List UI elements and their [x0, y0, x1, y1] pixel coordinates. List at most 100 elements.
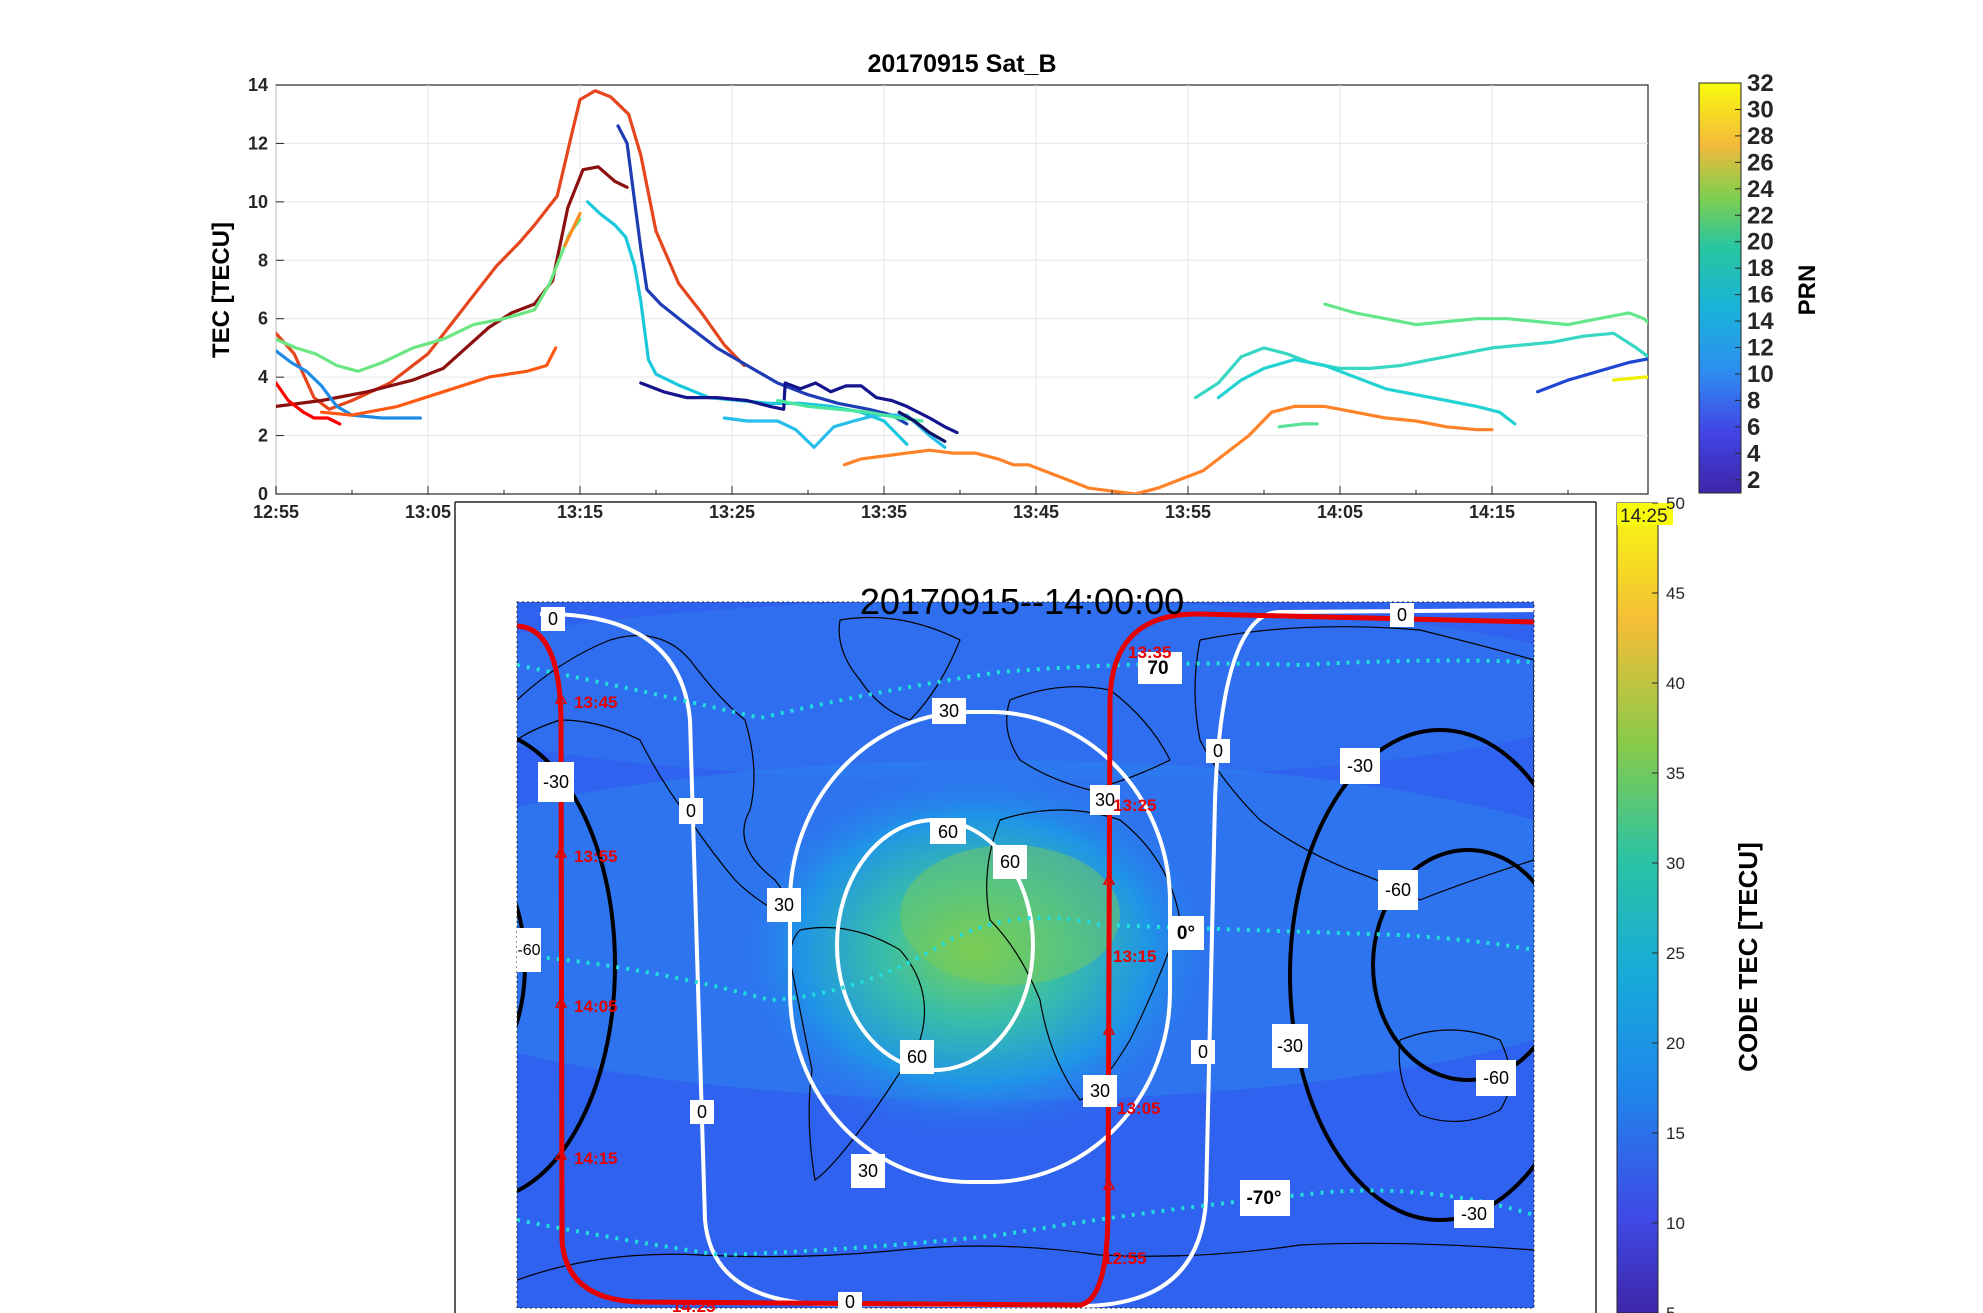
svg-text:30: 30: [1090, 1081, 1110, 1101]
x-tick-label: 13:45: [1013, 502, 1059, 522]
tec-colorbar: 14:25 5 10 15 20 25 30 35 40 45 50 CODE TEC [TECU…: [1616, 494, 1763, 1313]
tec-line-chart: 12:55 13:05 13:15 13:25 13:35 13:45 13:55 14:05…: [208, 50, 1649, 522]
x-tick-label: 14:05: [1317, 502, 1363, 522]
contour-label: 60: [930, 818, 966, 844]
coast-north-america: [517, 634, 796, 922]
y-tick-label: 8: [258, 250, 268, 270]
contour-label: -60: [517, 928, 541, 972]
svg-text:60: 60: [907, 1047, 927, 1067]
tec-map: [517, 602, 1534, 1308]
track-time-label: 13:55: [574, 847, 617, 866]
tec-tick-label: 20: [1666, 1034, 1685, 1053]
prn-tick-label: 24: [1747, 176, 1774, 203]
svg-text:0: 0: [686, 801, 696, 821]
tec-colorbar-corner-label: 14:25: [1620, 506, 1668, 527]
contour-label: 60: [993, 845, 1027, 879]
y-tick-label: 12: [248, 133, 268, 153]
tec-tick-label: 5: [1666, 1304, 1675, 1313]
svg-text:60: 60: [938, 822, 958, 842]
track-time-label: 13:35: [1128, 643, 1171, 662]
svg-text:-30: -30: [1347, 756, 1373, 776]
tec-tick-label: 30: [1666, 854, 1685, 873]
svg-text:30: 30: [1095, 790, 1115, 810]
contour-label: 0: [1206, 739, 1230, 763]
x-tick-label: 14:15: [1469, 502, 1515, 522]
prn-tick-label: 28: [1747, 123, 1774, 150]
contour-label: -30: [538, 762, 574, 802]
track-marker: [554, 1148, 568, 1160]
svg-text:0°: 0°: [1177, 923, 1195, 944]
prn-tick-label: 8: [1747, 387, 1760, 414]
svg-text:70: 70: [1147, 658, 1168, 679]
x-tick-label: 13:15: [557, 502, 603, 522]
contour-neg30-east: [1288, 728, 1534, 1222]
svg-text:0: 0: [697, 1102, 707, 1122]
series-line: [320, 346, 558, 417]
map-hot-region: [725, 760, 1225, 1140]
series-line: [639, 381, 959, 435]
x-tick-label: 13:05: [405, 502, 451, 522]
svg-text:30: 30: [939, 701, 959, 721]
contour-label: 0: [1191, 1040, 1215, 1064]
series-line: [897, 410, 947, 443]
dip-label: 0°: [1168, 916, 1204, 950]
y-tick-label: 6: [258, 309, 268, 329]
contour-label: 30: [1090, 785, 1120, 815]
prn-tick-label: 2: [1747, 467, 1760, 494]
prn-tick-label: 10: [1747, 361, 1774, 388]
contour-label: 0: [838, 1292, 862, 1312]
contour-label: 30: [1083, 1075, 1117, 1107]
track-marker: [554, 996, 568, 1008]
prn-tick-label: 18: [1747, 255, 1774, 282]
track-time-label: 13:25: [1113, 796, 1156, 815]
series-line: [616, 124, 909, 426]
series-line: [1612, 375, 1648, 382]
series-line: [842, 404, 1494, 494]
svg-text:0: 0: [845, 1292, 855, 1312]
map-title: 20170915--14:00:00: [860, 581, 1184, 622]
contour-label: -30: [1340, 748, 1380, 784]
tec-tick-label: 40: [1666, 674, 1685, 693]
prn-tick-label: 14: [1747, 308, 1774, 335]
tec-tick-label: 25: [1666, 944, 1685, 963]
prn-tick-label: 26: [1747, 149, 1774, 176]
track-markers: [554, 692, 1116, 1190]
contour-label: 0: [690, 1100, 714, 1124]
series-line: [1536, 357, 1648, 394]
dip-lines: [517, 658, 1534, 1258]
white-contour-labels: 0 0 0 0 0 0 0 30 30 30 30 30 60 60 60: [541, 603, 1414, 1312]
contour-label: 30: [767, 888, 801, 922]
line-chart-title: 20170915 Sat_B: [867, 50, 1056, 78]
track-marker: [1102, 873, 1116, 885]
line-grid: [275, 85, 1648, 494]
dip-line-north: [517, 658, 1534, 721]
series-line: [1277, 422, 1319, 429]
series-line: [563, 211, 582, 248]
black-contour-labels: -30 -30 -30 -30 -60 -60 -60: [517, 748, 1516, 1228]
tec-colorbar-label: CODE TEC [TECU]: [1733, 842, 1763, 1072]
contour-neg30-west: [517, 736, 617, 1194]
series-line: [276, 349, 422, 420]
svg-text:-60: -60: [517, 942, 540, 959]
svg-text:-30: -30: [1277, 1036, 1303, 1056]
coast-greenland: [838, 616, 961, 721]
track-time-label: 14:05: [574, 997, 617, 1016]
svg-text:0: 0: [1198, 1042, 1208, 1062]
map-frame: [516, 601, 1535, 1309]
svg-text:30: 30: [858, 1161, 878, 1181]
series-line: [276, 165, 629, 408]
track-time-label: 12:55: [1103, 1249, 1146, 1268]
dip-label: 70: [1138, 652, 1182, 684]
prn-tick-label: 4: [1747, 440, 1761, 467]
contour-label: -60: [1378, 870, 1418, 910]
track-time-label: 13:45: [574, 693, 617, 712]
prn-tick-label: 30: [1747, 96, 1774, 123]
prn-tick-label: 32: [1747, 70, 1774, 97]
track-time-labels: 13:35 13:45 13:55 14:05 14:15 14:25 13:2…: [574, 643, 1171, 1313]
contour-label: 0: [679, 798, 703, 824]
track-time-label: 14:25: [672, 1297, 715, 1313]
tec-map-panel: 20170915--14:00:00 0 0 0 0 0 0 0 30 30 3…: [454, 501, 1597, 1313]
contour-label: 30: [932, 698, 966, 724]
